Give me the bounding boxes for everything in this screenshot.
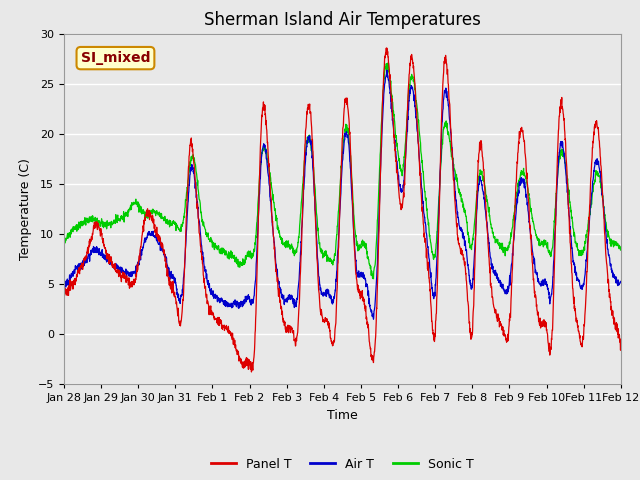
Title: Sherman Island Air Temperatures: Sherman Island Air Temperatures — [204, 11, 481, 29]
Panel T — [60, 291, 68, 297]
Text: SI_mixed: SI_mixed — [81, 51, 150, 65]
Panel T — [331, 326, 339, 332]
Sonic T — [384, 60, 392, 66]
Sonic T — [88, 219, 96, 225]
Air T — [88, 247, 96, 252]
Panel T — [499, 324, 507, 330]
Line: Air T: Air T — [64, 70, 621, 319]
Sonic T — [617, 246, 625, 252]
Air T — [60, 282, 68, 288]
Panel T — [617, 336, 625, 342]
Sonic T — [499, 248, 507, 253]
Panel T — [248, 369, 255, 375]
Air T — [617, 279, 625, 285]
Panel T — [316, 307, 324, 312]
Panel T — [383, 45, 390, 51]
Sonic T — [60, 239, 68, 244]
Sonic T — [370, 276, 378, 282]
Air T — [316, 282, 324, 288]
Air T — [370, 316, 378, 322]
Air T — [601, 220, 609, 226]
Panel T — [88, 230, 96, 236]
Air T — [331, 291, 339, 297]
Air T — [383, 67, 391, 73]
Panel T — [601, 233, 609, 239]
Sonic T — [601, 212, 609, 217]
Sonic T — [331, 251, 339, 257]
Legend: Panel T, Air T, Sonic T: Panel T, Air T, Sonic T — [206, 453, 479, 476]
Line: Sonic T: Sonic T — [64, 63, 621, 279]
Y-axis label: Temperature (C): Temperature (C) — [19, 158, 33, 260]
Line: Panel T: Panel T — [64, 48, 621, 372]
Air T — [499, 281, 507, 287]
X-axis label: Time: Time — [327, 408, 358, 421]
Sonic T — [602, 216, 609, 222]
Panel T — [602, 240, 609, 245]
Air T — [602, 221, 609, 227]
Sonic T — [316, 245, 324, 251]
